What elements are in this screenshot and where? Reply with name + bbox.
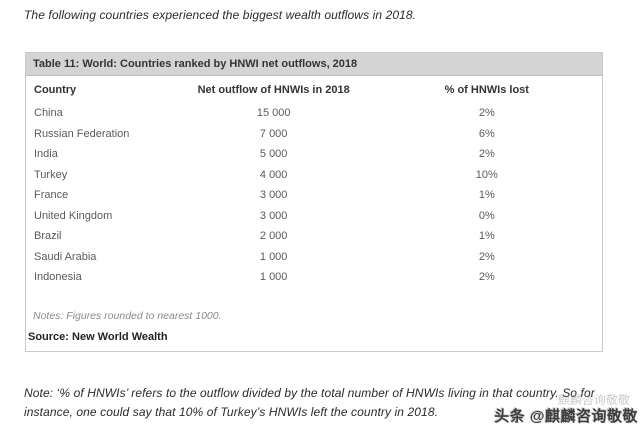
cell-country: Brazil <box>34 230 62 242</box>
footnote-text: Note: ‘% of HNWIs’ refers to the outflow… <box>24 386 595 420</box>
cell-pct: 0% <box>478 209 495 222</box>
table-row: Russian Federation 7 000 6% <box>26 124 602 145</box>
table-row: United Kingdom 3 000 0% <box>26 206 602 227</box>
cell-pct: 2% <box>478 250 495 263</box>
column-header-country: Country <box>34 84 77 96</box>
watermark-text: 头条 @麒麟咨询敬敬 <box>494 408 638 425</box>
cell-country: Saudi Arabia <box>34 250 97 263</box>
cell-outflow: 3 000 <box>259 189 288 201</box>
cell-pct: 2% <box>478 271 495 283</box>
cell-pct: 6% <box>478 127 495 140</box>
cell-pct: 10% <box>475 168 498 181</box>
cell-outflow: 15 000 <box>256 107 291 119</box>
cell-pct: 1% <box>478 230 495 242</box>
table-row: Brazil 2 000 1% <box>26 226 602 247</box>
column-header-pct-lost: % of HNWIs lost <box>444 84 529 96</box>
table-row: Indonesia 1 000 2% <box>26 267 602 288</box>
cell-outflow: 1 000 <box>259 250 288 263</box>
table-notes: Notes: Figures rounded to nearest 1000. <box>33 309 222 322</box>
cell-outflow: 7 000 <box>259 127 288 140</box>
cell-outflow: 5 000 <box>259 148 288 160</box>
cell-country: France <box>34 189 69 201</box>
table-row: France 3 000 1% <box>26 185 602 206</box>
cell-outflow: 3 000 <box>259 209 288 222</box>
table-row: Saudi Arabia 1 000 2% <box>26 247 602 268</box>
cell-country: Turkey <box>34 168 68 181</box>
table-header-row: Country Net outflow of HNWIs in 2018 % o… <box>26 76 602 103</box>
cell-country: Indonesia <box>34 271 82 283</box>
hnwi-outflows-table: Table 11: World: Countries ranked by HNW… <box>25 52 603 352</box>
cell-outflow: 1 000 <box>259 271 288 283</box>
table-source: Source: New World Wealth <box>28 330 168 343</box>
table-row: Turkey 4 000 10% <box>26 165 602 186</box>
cell-pct: 2% <box>478 148 495 160</box>
cell-country: China <box>34 107 63 119</box>
intro-text: The following countries experienced the … <box>24 8 417 22</box>
cell-pct: 2% <box>478 107 495 119</box>
cell-country: Russian Federation <box>34 127 130 140</box>
table-row: India 5 000 2% <box>26 144 602 165</box>
table-row: China 15 000 2% <box>26 103 602 124</box>
cell-outflow: 2 000 <box>259 230 288 242</box>
cell-outflow: 4 000 <box>259 168 288 181</box>
column-header-outflow: Net outflow of HNWIs in 2018 <box>197 84 350 96</box>
table-title: Table 11: World: Countries ranked by HNW… <box>26 53 602 76</box>
cell-pct: 1% <box>478 189 495 201</box>
cell-country: India <box>34 148 58 160</box>
data-table: Country Net outflow of HNWIs in 2018 % o… <box>26 76 602 288</box>
cell-country: United Kingdom <box>34 209 113 222</box>
